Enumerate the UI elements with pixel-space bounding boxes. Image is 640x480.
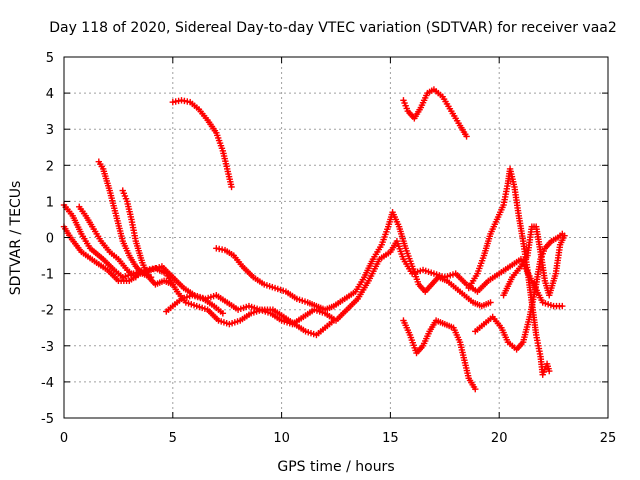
data-series-trace-e: [119, 187, 176, 288]
data-series-trace-m: [500, 223, 568, 299]
x-tick-label: 5: [169, 431, 177, 446]
axis-ticks: 0 5 10 15 20 25 -5 -4 -3 -2 -1 0 1 2 3 4 5: [41, 51, 616, 446]
data-series-trace-h: [169, 97, 235, 191]
y-tick-label: -5: [41, 412, 54, 427]
data-series-trace-b: [60, 201, 338, 339]
y-tick-label: -3: [41, 340, 54, 355]
x-tick-label: 0: [60, 431, 68, 446]
chart-title: Day 118 of 2020, Sidereal Day-to-day VTE…: [49, 20, 617, 36]
y-tick-label: -2: [41, 304, 54, 319]
data-series-trace-l: [465, 165, 553, 378]
y-tick-label: 2: [46, 159, 54, 174]
x-tick-label: 20: [491, 431, 508, 446]
y-tick-label: 5: [46, 51, 54, 66]
x-tick-label: 25: [600, 431, 617, 446]
y-tick-label: 4: [46, 87, 54, 102]
x-axis-label: GPS time / hours: [277, 459, 394, 475]
y-tick-label: 0: [46, 232, 54, 247]
grid: [64, 57, 608, 418]
data-series-group: [60, 86, 568, 393]
data-series-trace-i: [400, 86, 470, 140]
y-tick-label: -1: [41, 268, 54, 283]
data-series-trace-d: [95, 158, 155, 281]
y-tick-label: -4: [41, 376, 54, 391]
data-series-trace-f: [163, 292, 227, 317]
x-tick-label: 15: [382, 431, 399, 446]
y-tick-label: 1: [46, 195, 54, 210]
x-tick-label: 10: [273, 431, 290, 446]
y-axis-label: SDTVAR / TECUs: [8, 181, 24, 296]
data-series-trace-g: [213, 209, 494, 313]
data-series-trace-c: [76, 203, 140, 281]
data-series-trace-j: [400, 317, 479, 393]
y-tick-label: 3: [46, 123, 54, 138]
